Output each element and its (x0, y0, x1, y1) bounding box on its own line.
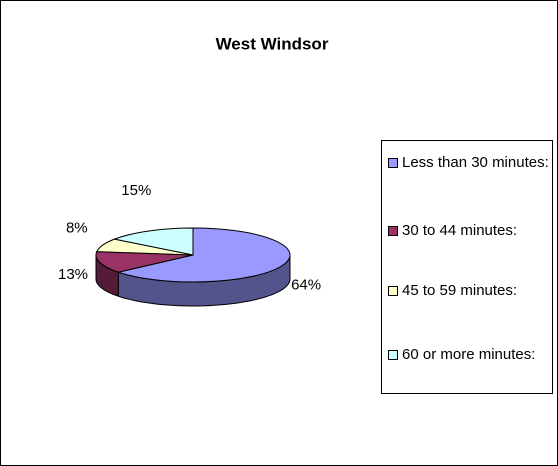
legend-swatch (388, 286, 398, 296)
legend-label: Less than 30 minutes: (402, 154, 549, 171)
pie-slice (116, 227, 291, 283)
legend: Less than 30 minutes: 30 to 44 minutes: 45… (381, 140, 553, 394)
data-label: 8% (66, 219, 88, 236)
pie-slice (95, 251, 194, 273)
data-label: 13% (58, 266, 88, 283)
legend-item: 60 or more minutes: (388, 345, 552, 365)
legend-item: Less than 30 minutes: (388, 153, 552, 173)
legend-label: 30 to 44 minutes: (402, 222, 518, 239)
data-label: 15% (121, 182, 151, 199)
legend-item: 30 to 44 minutes: (388, 221, 552, 241)
legend-item: 45 to 59 minutes: (388, 281, 552, 301)
chart-title: West Windsor (216, 34, 329, 53)
legend-swatch (388, 350, 398, 360)
legend-swatch (388, 158, 398, 168)
pie-slice (112, 227, 194, 256)
legend-label: 45 to 59 minutes: (402, 282, 518, 299)
data-label: 64% (291, 277, 321, 294)
legend-label: 60 or more minutes: (402, 346, 536, 363)
legend-swatch (388, 226, 398, 236)
